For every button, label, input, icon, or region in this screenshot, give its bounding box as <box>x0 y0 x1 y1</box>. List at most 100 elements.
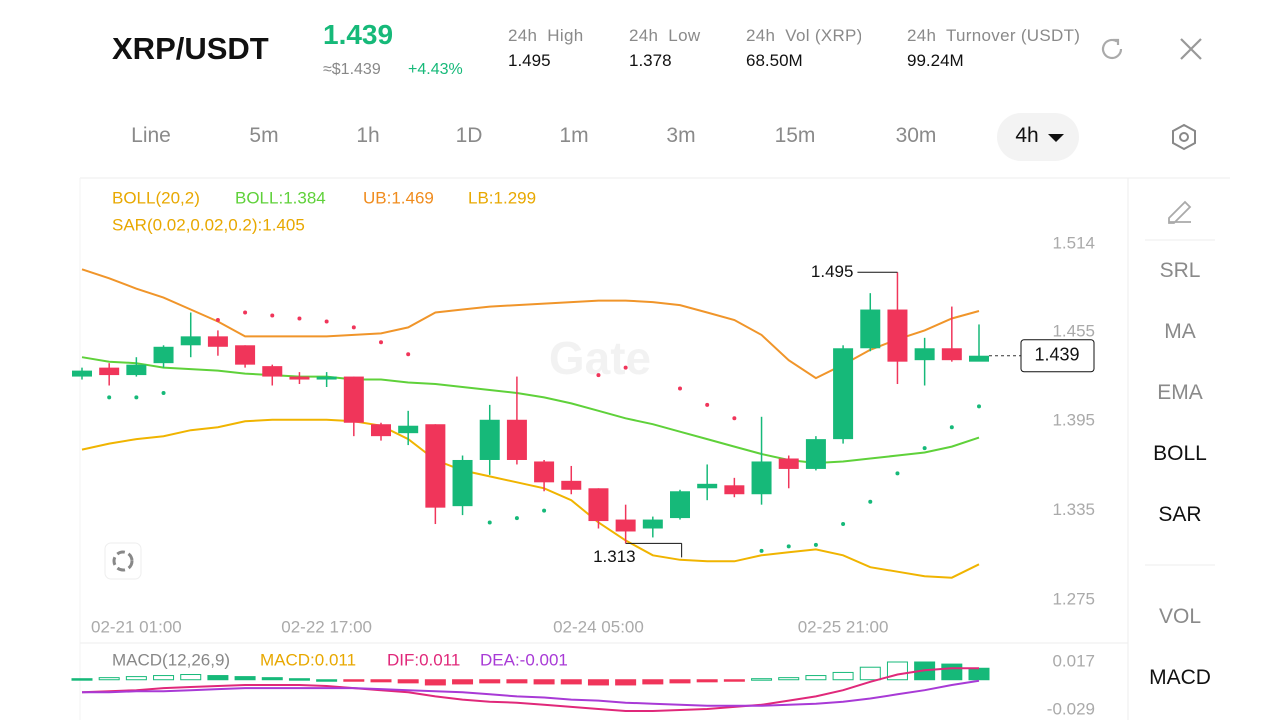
macd-bar <box>71 678 93 681</box>
indicator[interactable]: SAR <box>1158 503 1202 526</box>
price-box <box>1020 339 1095 373</box>
indicator[interactable]: MACD <box>1149 666 1211 689</box>
sar-dot <box>922 446 927 451</box>
macd-bar <box>941 663 963 681</box>
candle-body <box>452 459 473 507</box>
candle-body <box>860 309 881 349</box>
bollinger-line <box>81 356 980 465</box>
tab[interactable]: Line <box>131 124 171 147</box>
indicator-legend: SAR(0.02,0.02,0.2):1.405 <box>112 215 305 234</box>
stat-label: 24h Turnover (USDT) <box>907 26 1081 45</box>
settings-icon[interactable] <box>1170 123 1198 151</box>
sar-dot <box>705 402 710 407</box>
close-icon[interactable] <box>1178 36 1204 62</box>
stat: 24h High 1.495 <box>508 26 623 71</box>
macd-bar <box>587 679 609 686</box>
macd-bar <box>506 679 528 684</box>
tab[interactable]: 1h <box>356 124 380 147</box>
sar-dot <box>406 352 411 357</box>
current-price: 1.439 <box>1034 344 1079 364</box>
macd-bar <box>125 676 147 681</box>
watermark: Gate <box>549 332 651 384</box>
y-tick-label: -0.029 <box>1047 699 1095 718</box>
sar-dot <box>813 542 818 547</box>
macd-legend: DIF:0.011 <box>387 650 460 669</box>
indicator[interactable]: SRL <box>1159 259 1201 282</box>
x-tick-label: 02-22 17:00 <box>281 617 372 636</box>
macd-bar <box>153 675 175 681</box>
candle-body <box>670 491 690 519</box>
candle-body <box>180 336 201 346</box>
macd-bar <box>397 679 419 684</box>
sar-dot <box>243 310 248 315</box>
x-tick-label: 02-21 01:00 <box>91 617 182 636</box>
stat-value: 1.495 <box>508 51 551 70</box>
macd-bar <box>968 667 990 681</box>
indicator[interactable]: BOLL <box>1153 442 1207 465</box>
sar-dot <box>949 425 954 430</box>
candle-body <box>615 519 636 532</box>
sar-dot <box>786 544 791 549</box>
candle-body <box>371 424 391 437</box>
candle-body <box>534 461 555 483</box>
tab[interactable]: 15m <box>774 124 816 147</box>
bollinger-line <box>81 268 980 380</box>
tab-highlight <box>997 113 1079 161</box>
indicator[interactable]: MA <box>1164 320 1196 343</box>
macd-bar <box>452 679 474 685</box>
share-icon[interactable] <box>1097 34 1127 64</box>
macd-bar <box>234 676 256 681</box>
stat: 24h Vol (XRP) 68.50M <box>746 26 861 71</box>
candle-body <box>289 376 310 380</box>
candle-body <box>941 348 962 361</box>
sar-dot <box>977 404 981 409</box>
macd-bar <box>696 679 718 683</box>
sar-dot <box>324 319 329 324</box>
indicator-legend: BOLL(20,2) <box>112 188 200 207</box>
tab[interactable]: 5m <box>249 124 279 147</box>
macd-bar <box>261 677 283 681</box>
indicator[interactable]: EMA <box>1157 381 1203 404</box>
macd-bar <box>316 679 338 682</box>
candle-body <box>99 367 120 376</box>
candle-body <box>642 519 663 529</box>
indicator-legend: UB:1.469 <box>363 188 434 207</box>
candle-body <box>697 483 718 489</box>
macd-bar <box>180 674 202 681</box>
candle-body <box>887 309 908 362</box>
candle-body <box>343 376 364 423</box>
candle-body <box>833 348 854 440</box>
macd-bar <box>642 679 664 685</box>
tab[interactable]: 3m <box>666 124 696 147</box>
tab[interactable]: 4h <box>1015 124 1039 147</box>
x-tick-label: 02-25 21:00 <box>798 617 889 636</box>
reset-icon[interactable] <box>104 542 142 580</box>
sar-dot <box>297 316 302 321</box>
candle-body <box>72 370 92 377</box>
draw-icon[interactable] <box>1168 200 1192 224</box>
macd-bar <box>615 679 637 686</box>
bollinger-line <box>81 418 980 579</box>
candle-body <box>207 336 228 347</box>
macd-legend: DEA:-0.001 <box>480 650 568 669</box>
candle-body <box>561 480 582 490</box>
tab[interactable]: 1D <box>455 124 483 147</box>
dea-line <box>82 679 980 707</box>
tab[interactable]: 30m <box>895 124 937 147</box>
sar-dot <box>134 395 139 400</box>
macd-bar <box>424 679 446 686</box>
macd-bar <box>98 677 120 681</box>
dif-line <box>81 667 979 712</box>
sar-dot <box>678 386 682 391</box>
indicator[interactable]: VOL <box>1158 605 1202 628</box>
y-tick-label: 1.275 <box>1052 589 1095 608</box>
candle-body <box>506 419 527 460</box>
candle-body <box>425 424 446 508</box>
macd-legend: MACD:0.011 <box>260 650 356 669</box>
tab[interactable]: 1m <box>559 124 589 147</box>
sar-dot <box>379 340 383 345</box>
candle-body <box>235 345 256 365</box>
macd-bar <box>751 678 773 681</box>
candle-body <box>398 425 419 434</box>
